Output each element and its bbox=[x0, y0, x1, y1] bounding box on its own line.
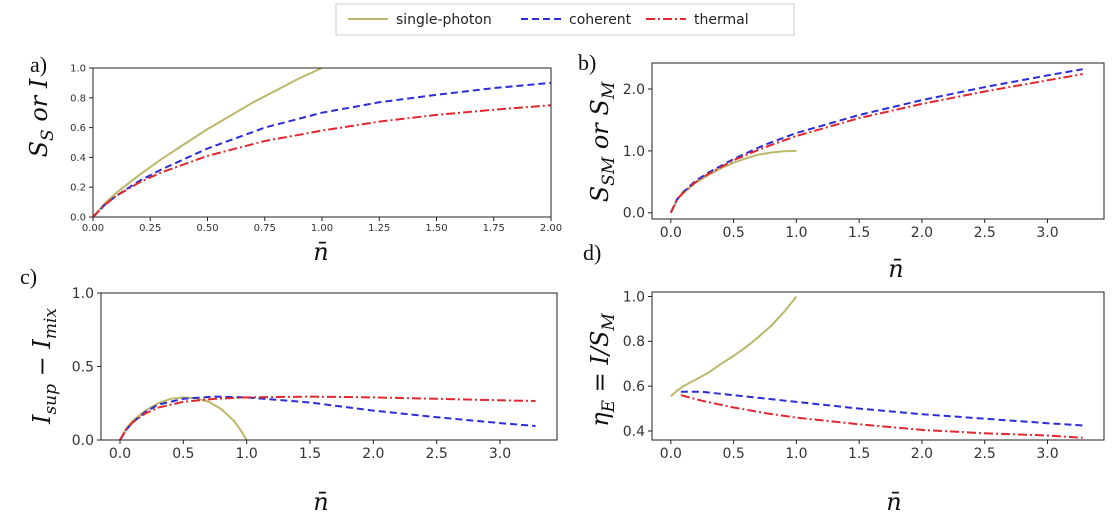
legend-frame bbox=[335, 3, 795, 36]
series-line-thermal bbox=[669, 73, 1083, 214]
ylabel-c: Isup − Imix bbox=[28, 308, 61, 425]
xlabel-c: n̄ bbox=[313, 488, 328, 516]
x-tick-label-d: 3.0 bbox=[1036, 446, 1058, 462]
series-group-a bbox=[93, 68, 551, 217]
y-tick-label-a: 1.0 bbox=[70, 64, 86, 75]
x-tick-label-c: 2.5 bbox=[426, 446, 448, 462]
x-tick-label-d: 2.5 bbox=[974, 446, 996, 462]
panel-c: 0.0 0.5 1.0 1.5 2.0 2.5 3.0 0.0 0.5 1.0 bbox=[72, 286, 558, 462]
series-line-single-photon bbox=[93, 68, 323, 217]
series-line-coherent bbox=[93, 81, 551, 217]
y-tick-label-b: 1.0 bbox=[623, 144, 645, 160]
x-tick-label-d: 1.5 bbox=[848, 446, 870, 462]
x-tick-label-d: 2.0 bbox=[911, 446, 933, 462]
axes-frame-b bbox=[651, 62, 1105, 220]
y-tick-label-d: 0.8 bbox=[623, 334, 645, 350]
y-tick-label-c: 1.0 bbox=[72, 286, 94, 302]
panel-label-b: b) bbox=[578, 50, 596, 75]
x-tick-label-d: 0.0 bbox=[660, 446, 682, 462]
panel-d: 0.0 0.5 1.0 1.5 2.0 2.5 3.0 0.4 0.6 0.8 1.0 bbox=[623, 289, 1105, 462]
series-line-single-photon bbox=[670, 295, 798, 398]
y-tick-label-c: 0.5 bbox=[72, 359, 94, 375]
series-group-b bbox=[669, 68, 1083, 214]
x-tick-label-b: 2.5 bbox=[974, 225, 996, 241]
panel-label-a: a) bbox=[30, 52, 47, 77]
series-line-single-photon bbox=[119, 396, 248, 440]
ylabel-d: ηE = I/SM bbox=[586, 313, 619, 427]
series-line-coherent bbox=[680, 390, 1083, 427]
x-tick-label-c: 0.5 bbox=[172, 446, 194, 462]
x-tick-label-a: 1.25 bbox=[368, 223, 390, 234]
x-tick-label-b: 0.5 bbox=[722, 225, 744, 241]
x-tick-label-b: 1.5 bbox=[848, 225, 870, 241]
x-tick-label-a: 0.75 bbox=[254, 223, 276, 234]
x-tick-label-b: 3.0 bbox=[1036, 225, 1058, 241]
x-tick-label-a: 1.00 bbox=[311, 223, 333, 234]
series-line-thermal bbox=[119, 395, 536, 440]
x-tick-label-b: 0.0 bbox=[660, 225, 682, 241]
y-tick-label-a: 0.6 bbox=[70, 123, 86, 134]
y-tick-label-a: 0.2 bbox=[70, 183, 86, 194]
xlabel-b: n̄ bbox=[888, 255, 903, 283]
x-tick-label-a: 0.00 bbox=[82, 223, 104, 234]
xlabel-d: n̄ bbox=[886, 488, 901, 516]
series-group-d bbox=[670, 295, 1083, 439]
series-line-coherent bbox=[669, 68, 1083, 214]
panel-label-c: c) bbox=[20, 264, 37, 289]
series-line-thermal bbox=[680, 394, 1083, 439]
x-tick-label-b: 2.0 bbox=[911, 225, 933, 241]
axes-frame-c bbox=[100, 292, 558, 441]
panel-label-d: d) bbox=[583, 240, 601, 265]
x-tick-label-c: 2.0 bbox=[362, 446, 384, 462]
y-tick-label-b: 2.0 bbox=[623, 82, 645, 98]
x-tick-label-c: 3.0 bbox=[489, 446, 511, 462]
series-line-thermal bbox=[93, 104, 551, 217]
x-tick-label-a: 0.50 bbox=[196, 223, 218, 234]
legend-label-single-photon: single-photon bbox=[396, 12, 492, 28]
y-tick-label-c: 0.0 bbox=[72, 433, 94, 449]
x-tick-label-a: 1.50 bbox=[425, 223, 447, 234]
series-group-c bbox=[119, 395, 536, 440]
x-tick-label-a: 2.00 bbox=[540, 223, 562, 234]
xlabel-a: n̄ bbox=[313, 238, 328, 266]
panel-a: 0.00 0.25 0.50 0.75 1.00 1.25 1.50 1.75 2.00 0.0 0… bbox=[70, 64, 562, 235]
y-tick-label-a: 0.4 bbox=[70, 153, 86, 164]
x-tick-label-c: 0.0 bbox=[109, 446, 131, 462]
x-tick-label-a: 1.75 bbox=[483, 223, 505, 234]
x-tick-label-b: 1.0 bbox=[785, 225, 807, 241]
series-line-coherent bbox=[119, 395, 536, 440]
x-tick-label-a: 0.25 bbox=[139, 223, 161, 234]
y-tick-label-b: 0.0 bbox=[623, 206, 645, 222]
ylabel-a: SS or I bbox=[25, 78, 58, 157]
x-tick-label-c: 1.0 bbox=[236, 446, 258, 462]
x-tick-label-d: 1.0 bbox=[785, 446, 807, 462]
axes-frame-a bbox=[92, 67, 552, 218]
x-tick-label-c: 1.5 bbox=[299, 446, 321, 462]
panel-b: 0.0 0.5 1.0 1.5 2.0 2.5 3.0 0.0 1.0 2.0 bbox=[623, 62, 1105, 241]
legend-label-coherent: coherent bbox=[569, 12, 632, 28]
legend: single-photon coherent thermal bbox=[335, 3, 795, 36]
x-tick-label-d: 0.5 bbox=[722, 446, 744, 462]
legend-label-thermal: thermal bbox=[694, 12, 749, 28]
y-tick-label-a: 0.8 bbox=[70, 93, 86, 104]
series-line-single-photon bbox=[669, 149, 797, 214]
ylabel-b: SSM or SM bbox=[586, 81, 619, 202]
y-tick-label-d: 0.4 bbox=[623, 424, 645, 440]
y-tick-label-d: 0.6 bbox=[623, 379, 645, 395]
axes-frame-d bbox=[651, 291, 1105, 441]
y-tick-label-a: 0.0 bbox=[70, 213, 86, 224]
plot-panels: 0.00 0.25 0.50 0.75 1.00 1.25 1.50 1.75 2.000.00… bbox=[70, 62, 1105, 462]
y-tick-label-d: 1.0 bbox=[623, 289, 645, 305]
